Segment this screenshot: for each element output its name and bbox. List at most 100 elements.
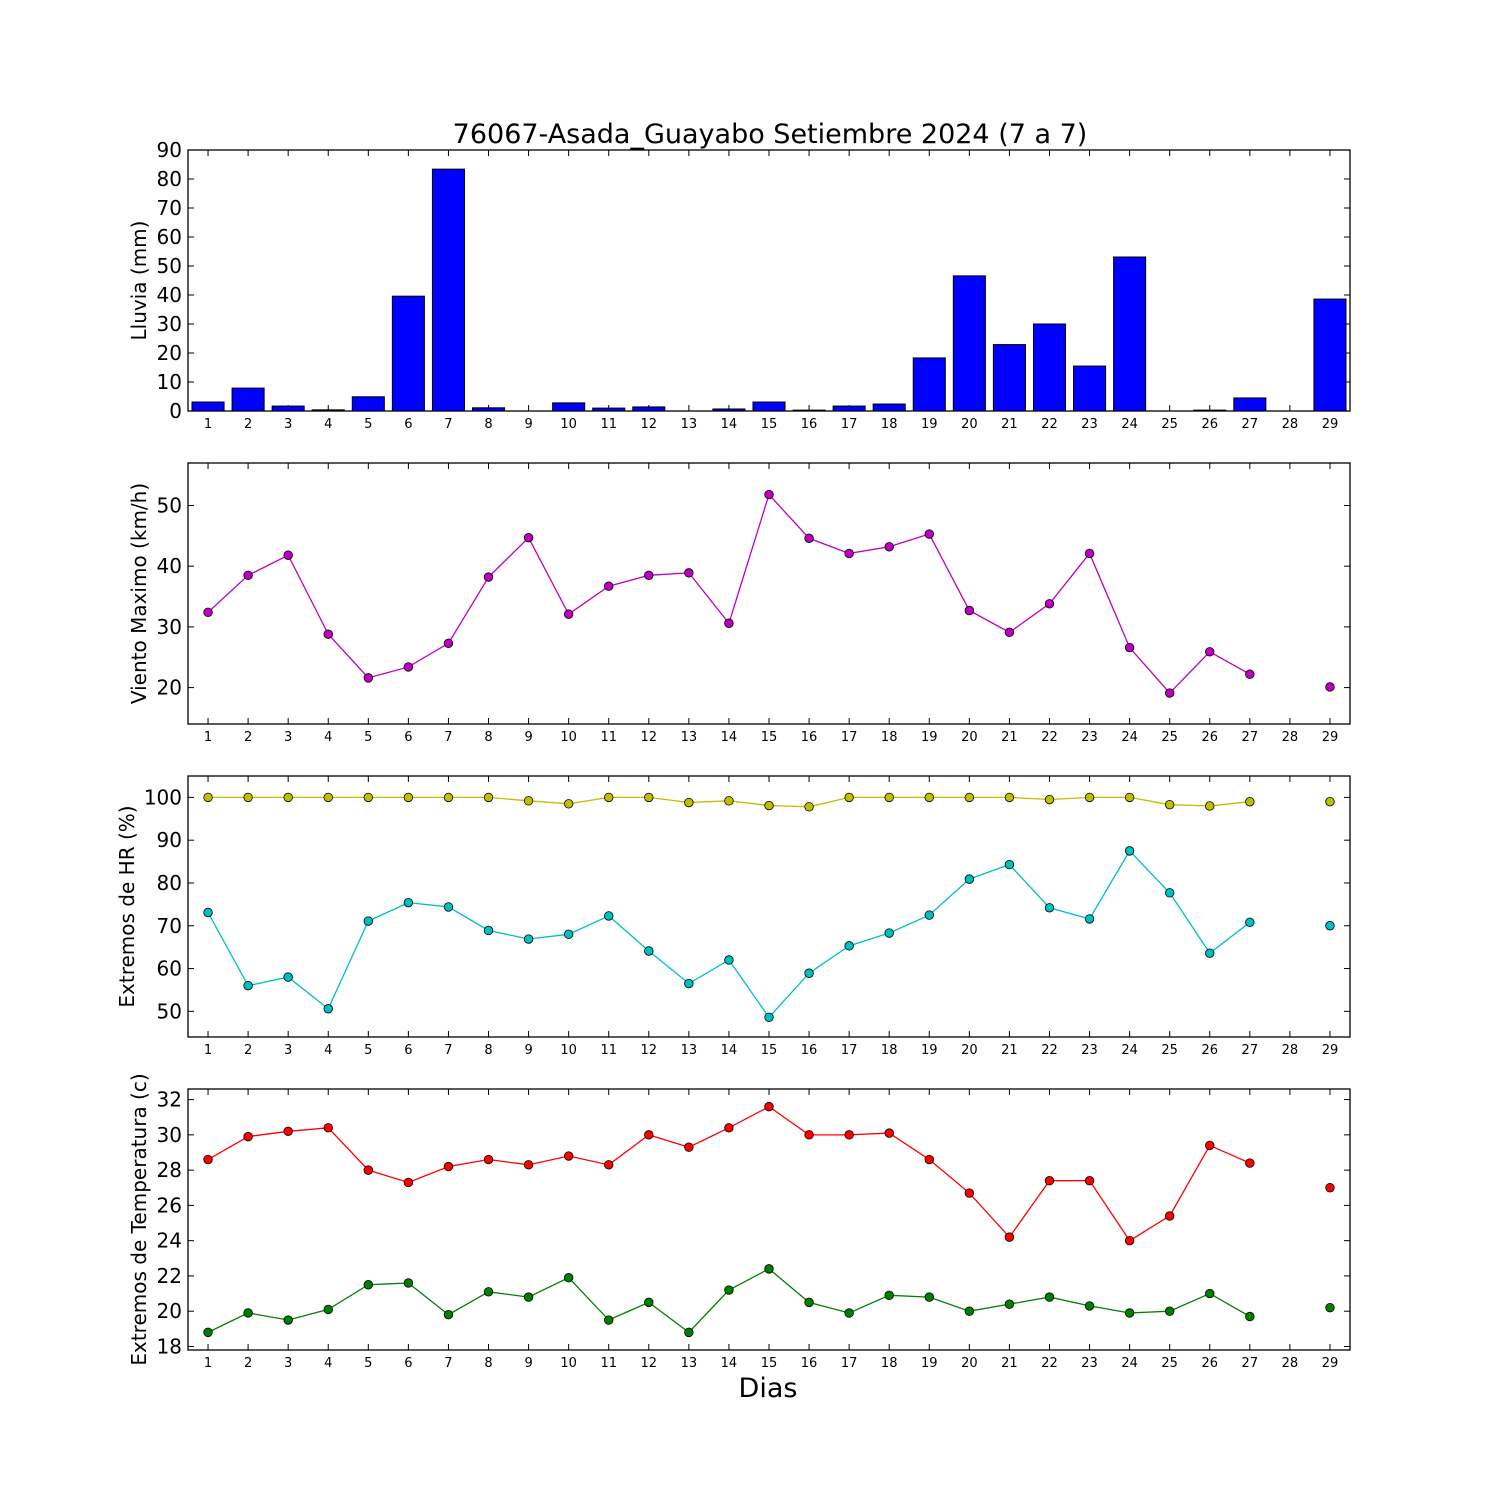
temperature-series-0-point — [1325, 1183, 1335, 1193]
humidity-xtick-label: 15 — [761, 1043, 778, 1058]
humidity-series-1-point — [1164, 888, 1175, 898]
temperature-xtick-label: 1 — [204, 1356, 212, 1371]
wind-series-0-point — [323, 629, 333, 639]
temperature-series-1-point — [443, 1310, 454, 1320]
rain-bar — [552, 402, 586, 412]
temperature-xtick-label: 15 — [761, 1356, 778, 1371]
temperature-axes-frame — [187, 1088, 1351, 1351]
humidity-xtick-label: 25 — [1161, 1043, 1178, 1058]
humidity-series-0-point — [1245, 796, 1255, 807]
humidity-series-1-point — [563, 929, 574, 940]
humidity-series-0-point — [604, 792, 614, 803]
temperature-series-1-point — [924, 1292, 934, 1302]
wind-series-0-point — [1124, 642, 1135, 653]
rain-ytick-label: 40 — [157, 283, 182, 307]
wind-xtick-label: 6 — [404, 730, 412, 745]
humidity-ytick-label: 100 — [144, 785, 182, 809]
humidity-xtick-label: 7 — [444, 1043, 452, 1058]
temperature-series-0-point — [644, 1130, 654, 1140]
rain-bar — [1233, 397, 1267, 412]
temperature-xtick-label: 13 — [681, 1356, 698, 1371]
rain-ytick-label: 30 — [157, 312, 182, 336]
temperature-series-0-point — [604, 1160, 614, 1170]
temperature-xtick-label: 2 — [244, 1356, 252, 1371]
wind-series-0-point — [964, 605, 975, 616]
humidity-series-0-point — [1004, 792, 1015, 803]
humidity-series-1-line — [207, 849, 1251, 1019]
rain-y-axis-label: Lluvia (mm) — [127, 221, 151, 341]
rain-xtick-label: 24 — [1121, 417, 1138, 432]
temperature-ytick-label: 32 — [157, 1088, 182, 1112]
temperature-series-0-point — [323, 1123, 333, 1133]
humidity-series-0-point — [844, 792, 854, 803]
temperature-series-0-point — [1245, 1158, 1255, 1168]
rain-bar — [391, 295, 425, 412]
rain-bar — [431, 168, 465, 412]
temperature-xtick-label: 19 — [921, 1356, 938, 1371]
temperature-xtick-label: 20 — [961, 1356, 978, 1371]
temperature-series-0-point — [964, 1188, 975, 1198]
wind-xtick-label: 25 — [1161, 730, 1178, 745]
rain-bar — [712, 408, 746, 412]
wind-xtick-label: 17 — [841, 730, 858, 745]
wind-xtick-label: 10 — [560, 730, 577, 745]
rain-xtick-label: 22 — [1041, 417, 1058, 432]
humidity-series-0-point — [443, 792, 454, 803]
rain-xtick-label: 29 — [1322, 417, 1339, 432]
rain-ytick-label: 20 — [157, 341, 182, 365]
temperature-series-1-point — [964, 1306, 975, 1316]
humidity-xtick-label: 21 — [1001, 1043, 1018, 1058]
humidity-xtick-label: 5 — [364, 1043, 372, 1058]
rain-xtick-label: 14 — [721, 417, 738, 432]
rain-ytick-label: 60 — [157, 225, 182, 249]
humidity-xtick-label: 16 — [801, 1043, 818, 1058]
rain-ytick-label: 90 — [157, 138, 182, 162]
wind-series-0-point — [684, 568, 694, 578]
temperature-series-1-point — [1084, 1301, 1095, 1311]
humidity-xtick-label: 13 — [681, 1043, 698, 1058]
humidity-series-1-point — [1004, 859, 1015, 870]
temperature-series-1-point — [563, 1272, 574, 1283]
temperature-ytick-label: 30 — [157, 1123, 182, 1147]
wind-series-0-point — [443, 638, 454, 648]
wind-xtick-label: 12 — [641, 730, 658, 745]
rain-xtick-label: 15 — [761, 417, 778, 432]
temperature-series-0-point — [844, 1130, 854, 1140]
temperature-xtick-label: 5 — [364, 1356, 372, 1371]
humidity-ytick-label: 80 — [157, 871, 182, 895]
temperature-xtick-label: 4 — [324, 1356, 332, 1371]
wind-series-0-point — [804, 533, 814, 543]
rain-bar — [191, 401, 225, 412]
humidity-xtick-label: 11 — [600, 1043, 617, 1058]
humidity-xtick-label: 3 — [284, 1043, 292, 1058]
temperature-series-1-point — [884, 1290, 894, 1301]
rain-xtick-label: 5 — [364, 417, 372, 432]
humidity-series-0-point — [804, 802, 814, 812]
rain-xtick-label: 8 — [484, 417, 492, 432]
temperature-series-1-point — [1004, 1299, 1015, 1309]
wind-xtick-label: 24 — [1121, 730, 1138, 745]
wind-xtick-label: 8 — [484, 730, 492, 745]
humidity-xtick-label: 4 — [324, 1043, 332, 1058]
wind-y-axis-label: Viento Maximo (km/h) — [127, 483, 151, 704]
temperature-series-1-point — [684, 1327, 694, 1338]
humidity-series-0-point — [1205, 801, 1215, 811]
wind-series-0-point — [844, 548, 854, 559]
temperature-xtick-label: 11 — [600, 1356, 617, 1371]
temperature-ytick-label: 24 — [157, 1229, 182, 1253]
wind-series-0-point — [1004, 627, 1015, 638]
temperature-xtick-label: 8 — [484, 1356, 492, 1371]
temperature-series-0-point — [483, 1154, 494, 1165]
rain-bar — [351, 396, 385, 412]
temperature-xtick-label: 24 — [1121, 1356, 1138, 1371]
temperature-xtick-label: 22 — [1041, 1356, 1058, 1371]
temperature-series-0-point — [1124, 1235, 1135, 1246]
rain-bar — [471, 407, 506, 412]
wind-xtick-label: 9 — [524, 730, 532, 745]
rain-ytick-label: 10 — [157, 370, 182, 394]
wind-series-0-point — [884, 542, 894, 552]
temperature-series-1-point — [403, 1278, 414, 1288]
humidity-series-1-point — [764, 1012, 774, 1023]
temperature-xtick-label: 17 — [841, 1356, 858, 1371]
